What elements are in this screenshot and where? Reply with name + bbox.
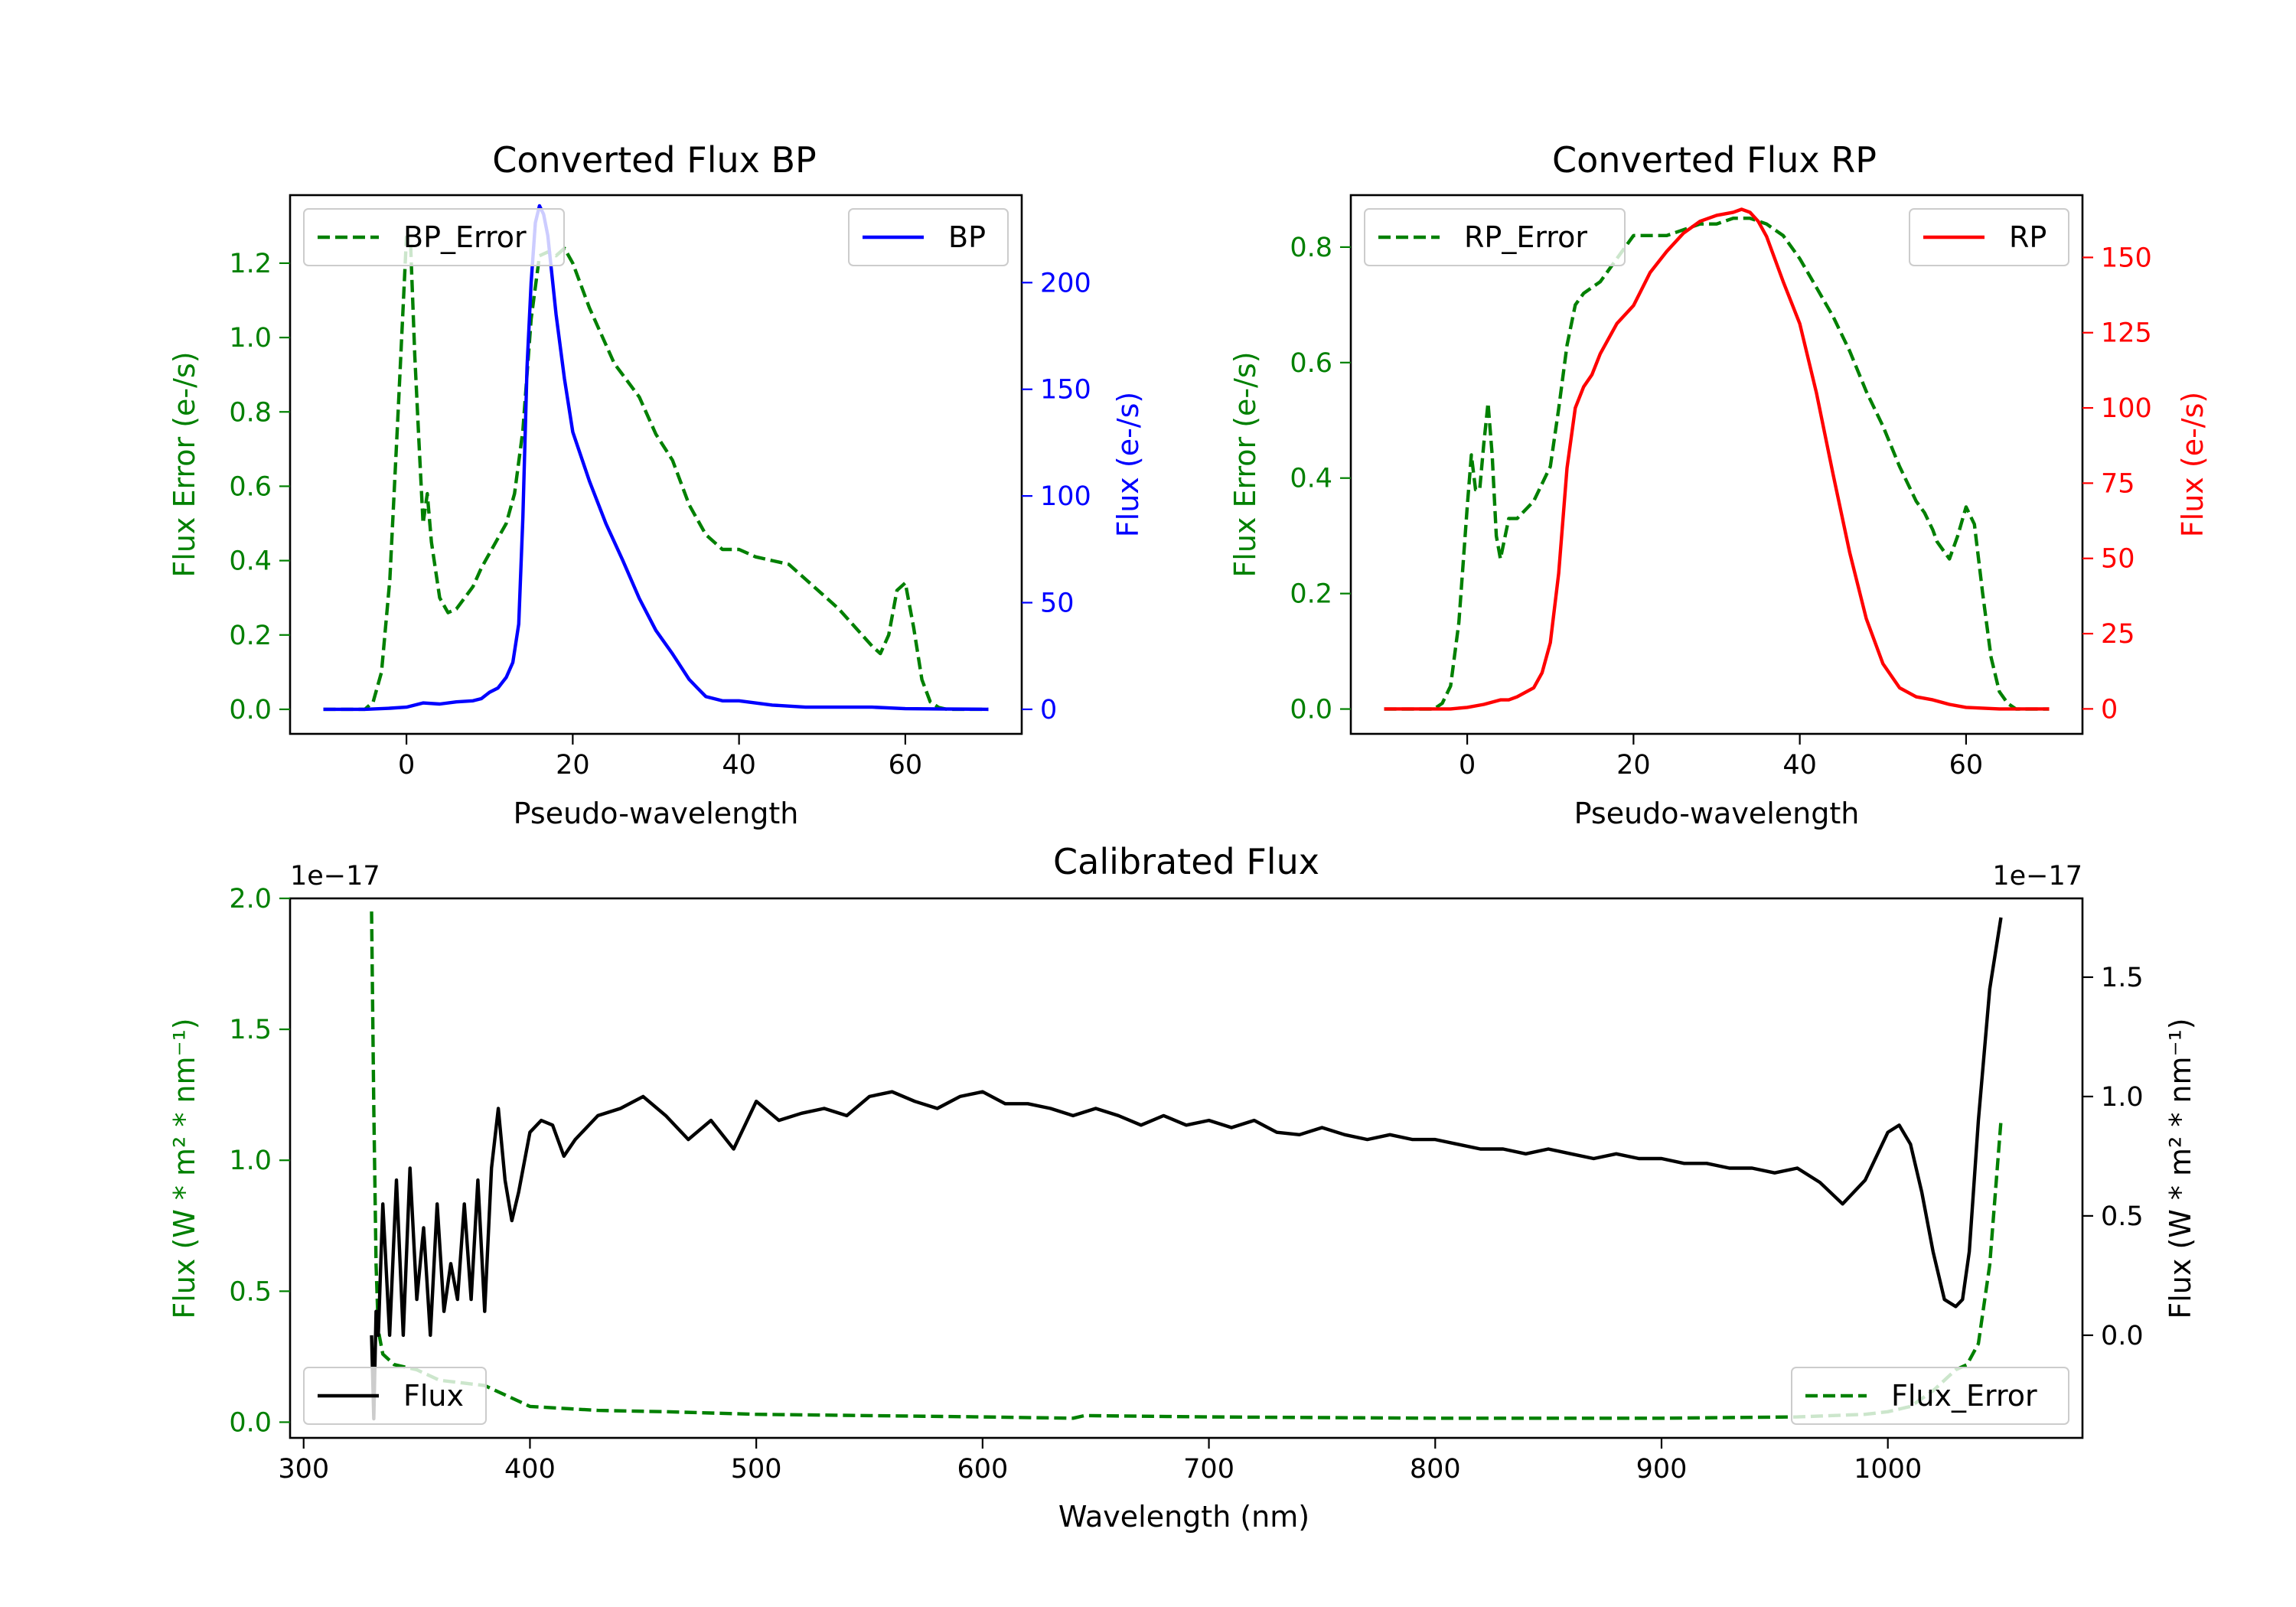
rp-axes-frame (1349, 194, 2084, 735)
bp-left-ytick-label: 1.2 (229, 249, 272, 279)
bp-legend-bp-error: BP_Error (303, 208, 565, 266)
cal-left-ytick-label: 1.5 (229, 1015, 272, 1045)
rp-legend-label: RP_Error (1464, 220, 1587, 254)
bp-legend-bp: BP (848, 208, 1009, 266)
bp-x-axis-label: Pseudo-wavelength (514, 797, 799, 830)
rp-series-rp (1384, 207, 2050, 711)
bp-axes-frame (289, 194, 1023, 735)
cal-left-scale-offset: 1e−17 (290, 861, 380, 892)
bp-xtick-label: 40 (722, 750, 756, 781)
rp-legend-box (1364, 208, 1626, 266)
bp-xtick-label: 20 (556, 750, 590, 781)
rp-xtick-label: 20 (1616, 750, 1651, 781)
bp-right-ytick-label: 200 (1040, 268, 1091, 298)
cal-title: Calibrated Flux (1053, 841, 1319, 882)
bp-legend-box (303, 208, 565, 266)
rp-left-ytick-label: 0.8 (1290, 233, 1332, 263)
cal-xtick-label: 700 (1183, 1454, 1234, 1485)
rp-xtick-label: 0 (1459, 750, 1476, 781)
bp-left-ytick-label: 0.2 (229, 621, 272, 651)
bp-right-ytick-label: 50 (1040, 588, 1075, 619)
rp-left-ytick-label: 0.0 (1290, 695, 1332, 725)
cal-legend-label: Flux_Error (1891, 1379, 2037, 1413)
rp-legend-box (1909, 208, 2069, 266)
cal-left-ytick-label: 1.0 (229, 1146, 272, 1176)
bp-left-ytick-label: 0.8 (229, 397, 272, 428)
rp-right-ytick-label: 0 (2101, 694, 2118, 725)
rp-legend-label: RP (2009, 220, 2047, 254)
bp-right-ytick-label: 0 (1040, 695, 1057, 725)
bp-left-ytick-label: 0.6 (229, 471, 272, 502)
rp-right-ytick-label: 25 (2101, 619, 2135, 650)
rp-right-axis-label: Flux (e-/s) (2176, 392, 2210, 537)
calibrated-panel: Calibrated Flux 1e−17 1e−17 300 400 500 600… (168, 841, 2197, 1534)
bp-series-bp (323, 204, 989, 712)
bp-right-ytick-label: 100 (1040, 481, 1091, 512)
bp-legend-box (848, 208, 1009, 266)
cal-left-axis-label: Flux (W * m² * nm⁻¹) (168, 1018, 201, 1319)
rp-left-axis-label: Flux Error (e-/s) (1228, 351, 1262, 577)
cal-xtick-label: 500 (731, 1454, 782, 1485)
cal-legend-box (1791, 1367, 2069, 1425)
bp-right-ytick-label: 150 (1040, 375, 1091, 406)
rp-left-ytick-label: 0.2 (1290, 579, 1332, 610)
rp-legend-rp: RP (1909, 208, 2069, 266)
cal-legend-flux-error: Flux_Error (1791, 1367, 2069, 1425)
cal-right-ytick-label: 1.5 (2101, 963, 2144, 993)
cal-xtick-label: 400 (504, 1454, 556, 1485)
bp-legend-label: BP_Error (403, 220, 527, 254)
cal-legend-box (303, 1367, 487, 1425)
rp-left-ytick-label: 0.4 (1290, 464, 1332, 494)
cal-right-scale-offset: 1e−17 (1992, 861, 2082, 892)
cal-right-ytick-label: 0.0 (2101, 1321, 2144, 1351)
bp-left-ytick-label: 0.4 (229, 546, 272, 577)
cal-left-ytick-label: 0.0 (229, 1407, 272, 1438)
rp-x-axis-label: Pseudo-wavelength (1574, 797, 1860, 830)
cal-xtick-label: 600 (957, 1454, 1008, 1485)
cal-right-ytick-label: 1.0 (2101, 1082, 2144, 1113)
rp-right-ytick-label: 100 (2101, 393, 2152, 424)
rp-xtick-label: 60 (1949, 750, 1984, 781)
cal-legend-flux: Flux (303, 1367, 487, 1425)
bp-left-ytick-label: 0.0 (229, 695, 272, 725)
bp-left-axis-label: Flux Error (e-/s) (168, 351, 201, 577)
rp-legend-rp-error: RP_Error (1364, 208, 1626, 266)
cal-xtick-label: 800 (1410, 1454, 1461, 1485)
cal-axes-frame (289, 897, 2084, 1439)
cal-xtick-label: 1000 (1854, 1454, 1922, 1485)
bp-xtick-label: 60 (889, 750, 923, 781)
cal-left-ytick-label: 0.5 (229, 1276, 272, 1307)
bp-right-axis-label: Flux (e-/s) (1111, 392, 1145, 537)
bp-series-bp-error (323, 235, 989, 712)
bp-panel: Converted Flux BP 0 20 40 60 0.0 0.2 0.4 0.6 0.… (168, 139, 1145, 830)
bp-left-ytick-label: 1.0 (229, 323, 272, 354)
rp-title: Converted Flux RP (1552, 139, 1877, 181)
rp-left-ytick-label: 0.6 (1290, 348, 1332, 379)
rp-right-ytick-label: 125 (2101, 318, 2152, 349)
rp-series-rp-error (1384, 217, 2050, 711)
rp-right-ytick-label: 50 (2101, 544, 2135, 575)
rp-right-ytick-label: 75 (2101, 468, 2135, 499)
bp-legend-label: BP (948, 220, 986, 254)
rp-right-ytick-label: 150 (2101, 243, 2152, 273)
cal-legend-label: Flux (403, 1379, 464, 1413)
bp-title: Converted Flux BP (492, 139, 817, 181)
cal-x-axis-label: Wavelength (nm) (1058, 1500, 1309, 1534)
cal-left-ytick-label: 2.0 (229, 884, 272, 914)
rp-panel: Converted Flux RP 0 20 40 60 0.0 0.2 0.4 0.6 0.… (1228, 139, 2210, 830)
cal-xtick-label: 300 (278, 1454, 329, 1485)
rp-xtick-label: 40 (1782, 750, 1817, 781)
cal-xtick-label: 900 (1636, 1454, 1688, 1485)
cal-right-axis-label: Flux (W * m² * nm⁻¹) (2164, 1018, 2197, 1319)
cal-right-ytick-label: 0.5 (2101, 1201, 2144, 1232)
bp-xtick-label: 0 (398, 750, 415, 781)
cal-series-flux (370, 917, 2003, 1421)
